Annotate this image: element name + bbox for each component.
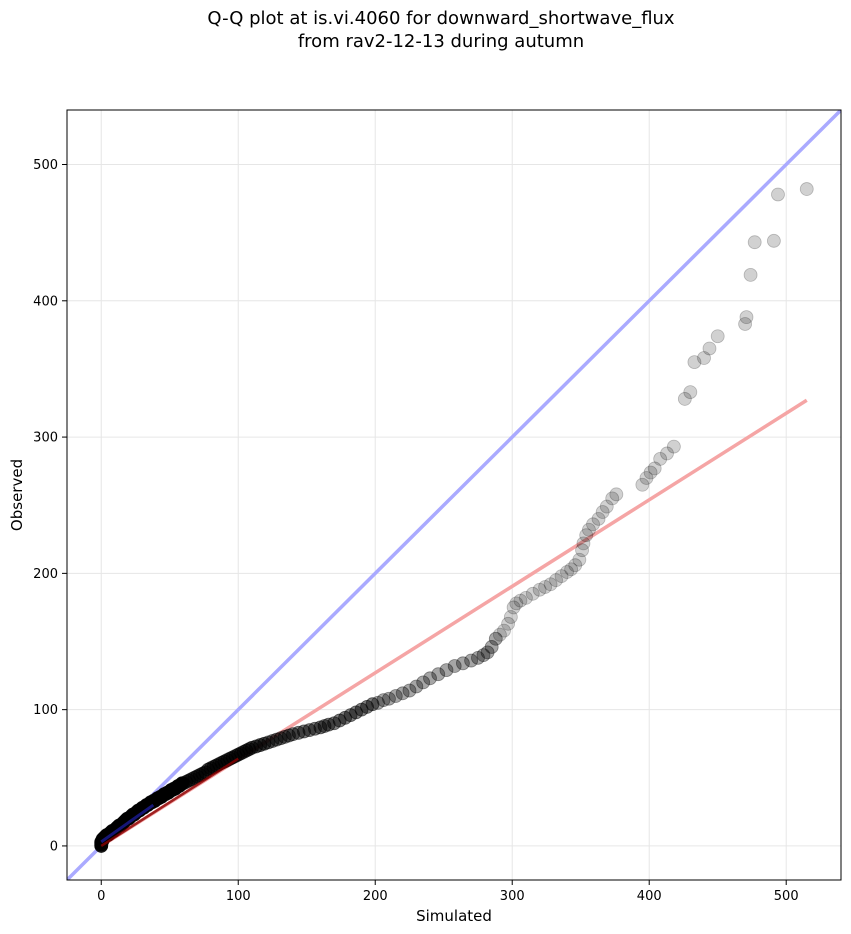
data-point	[464, 653, 479, 668]
x-tick-label: 400	[637, 889, 662, 904]
data-point	[532, 582, 547, 597]
data-point	[635, 477, 650, 492]
data-point	[586, 517, 600, 532]
x-tick-label: 200	[363, 889, 388, 904]
data-point	[484, 640, 499, 654]
data-point	[416, 675, 431, 690]
data-point	[560, 565, 574, 579]
chart-title-line1: Q-Q plot at is.vi.4060 for downward_shor…	[207, 8, 675, 29]
data-point	[666, 439, 681, 454]
data-point	[423, 671, 437, 686]
data-point	[513, 593, 528, 608]
data-point	[743, 268, 758, 282]
data-points	[94, 182, 814, 853]
data-point	[568, 558, 583, 573]
data-point	[683, 385, 698, 400]
data-point	[697, 351, 711, 365]
data-point	[388, 689, 403, 703]
y-tick-label: 300	[33, 431, 58, 446]
y-tick-label: 100	[33, 703, 58, 718]
data-point	[564, 562, 579, 577]
reference-lines	[67, 110, 841, 880]
data-point	[519, 590, 533, 605]
y-tick-label: 200	[33, 567, 58, 582]
data-point	[456, 656, 470, 671]
data-point	[643, 465, 658, 480]
data-point	[549, 573, 563, 588]
data-point	[766, 233, 781, 248]
data-point	[471, 650, 485, 665]
data-point	[609, 487, 624, 502]
data-point	[409, 679, 424, 694]
y-axis-label: Observed	[8, 459, 26, 531]
data-point	[799, 182, 814, 196]
data-point	[738, 317, 753, 331]
x-axis-ticks: 0 100 200 300 400 500	[97, 880, 799, 904]
data-point	[480, 645, 495, 660]
data-point	[488, 631, 503, 646]
overlay-lines	[100, 757, 239, 847]
data-point	[402, 683, 417, 698]
x-tick-label: 300	[500, 889, 525, 904]
data-point	[509, 596, 524, 611]
data-point	[501, 616, 516, 631]
data-point	[538, 580, 552, 594]
data-point	[710, 329, 725, 344]
data-point	[639, 471, 654, 485]
inner-fit-line	[100, 757, 239, 847]
data-point	[503, 610, 518, 624]
data-point	[702, 341, 717, 356]
y-tick-label: 400	[33, 294, 58, 309]
data-point	[554, 569, 569, 583]
plot-frame	[66, 109, 842, 881]
data-point	[439, 663, 454, 678]
y-axis-ticks: 0 100 200 300 400 500	[33, 158, 67, 854]
data-point	[647, 461, 662, 476]
data-point	[677, 392, 692, 406]
data-point	[382, 691, 396, 706]
x-tick-label: 500	[774, 889, 799, 904]
chart-title-line2: from rav2-12-13 during autumn	[298, 31, 584, 52]
data-point	[576, 536, 591, 551]
data-point	[447, 659, 462, 673]
data-point	[543, 577, 558, 592]
data-point	[579, 528, 594, 543]
identity-line	[67, 110, 841, 880]
data-point	[595, 505, 610, 519]
data-point	[605, 491, 620, 506]
data-point	[739, 310, 754, 325]
inner-identity-segment	[100, 803, 155, 844]
y-tick-label: 0	[50, 839, 58, 854]
data-point	[431, 667, 446, 682]
data-point	[653, 451, 668, 466]
data-point	[525, 586, 540, 601]
data-point	[747, 235, 762, 250]
data-point	[365, 697, 380, 712]
data-point	[660, 446, 674, 461]
data-point	[771, 187, 785, 202]
data-point	[582, 522, 596, 537]
y-tick-label: 500	[33, 158, 58, 173]
data-point	[492, 627, 507, 642]
data-point	[572, 552, 587, 567]
data-point	[599, 499, 614, 514]
x-tick-label: 100	[226, 889, 251, 904]
data-point	[376, 693, 391, 708]
grid-lines	[67, 110, 841, 880]
data-point	[395, 686, 410, 701]
x-axis-label: Simulated	[416, 907, 492, 925]
x-tick-label: 0	[97, 889, 105, 904]
data-point	[371, 695, 385, 710]
data-point	[687, 355, 702, 370]
data-point	[497, 623, 511, 638]
data-point	[506, 600, 521, 615]
data-point	[591, 511, 606, 526]
data-point	[575, 543, 589, 558]
data-point	[476, 648, 491, 663]
